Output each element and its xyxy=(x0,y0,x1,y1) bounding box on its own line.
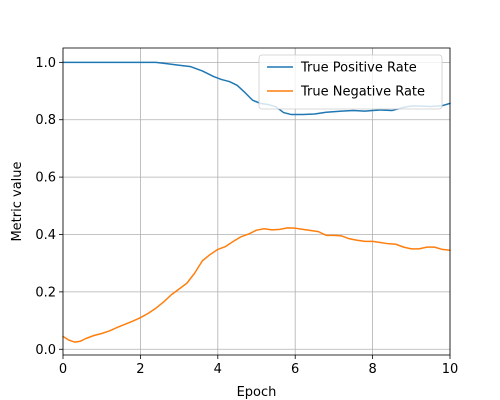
x-axis-label: Epoch xyxy=(237,385,277,400)
axis-ticks: 0 2 4 6 8 10 0.0 0.2 0.4 0.6 0.8 1.0 xyxy=(35,56,458,377)
y-tick-label: 0.0 xyxy=(35,343,56,358)
legend-label: True Negative Rate xyxy=(300,85,425,100)
y-axis-label: Metric value xyxy=(10,161,25,241)
x-tick-label: 10 xyxy=(442,362,459,377)
series-line-true-negative-rate xyxy=(62,227,451,343)
x-tick-label: 2 xyxy=(136,362,144,377)
x-tick-label: 6 xyxy=(291,362,299,377)
x-tick-label: 8 xyxy=(368,362,376,377)
legend-label: True Positive Rate xyxy=(300,61,417,76)
legend-box xyxy=(258,54,443,110)
legend: True Positive Rate True Negative Rate xyxy=(258,54,443,110)
y-tick-label: 0.6 xyxy=(35,171,56,186)
plot-frame xyxy=(62,47,451,356)
y-tick-label: 0.4 xyxy=(35,228,56,243)
grid xyxy=(62,48,451,355)
y-tick-label: 0.2 xyxy=(35,285,56,300)
y-tick-label: 0.8 xyxy=(35,113,56,128)
x-tick-label: 4 xyxy=(214,362,222,377)
y-tick-label: 1.0 xyxy=(35,56,56,71)
x-tick-label: 0 xyxy=(59,362,67,377)
